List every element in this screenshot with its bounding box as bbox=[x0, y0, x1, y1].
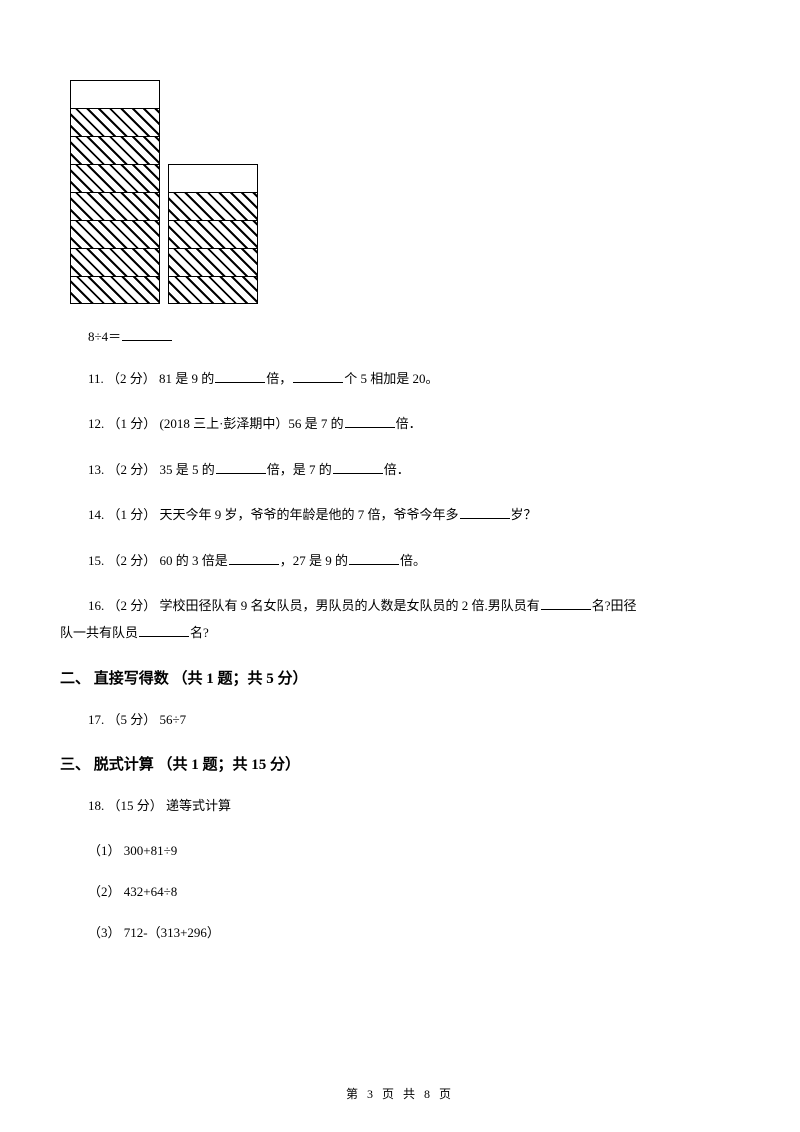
q15-suffix: 倍。 bbox=[400, 553, 426, 568]
blank bbox=[122, 327, 172, 341]
q14-prefix: 14. （1 分） 天天今年 9 岁，爷爷的年龄是他的 7 倍，爷爷今年多 bbox=[88, 507, 459, 522]
blank bbox=[293, 369, 343, 383]
question-13: 13. （2 分） 35 是 5 的 倍，是 7 的 倍． bbox=[60, 458, 740, 481]
question-12: 12. （1 分） (2018 三上·彭泽期中）56 是 7 的 倍． bbox=[60, 412, 740, 435]
blank bbox=[139, 623, 189, 637]
bar-cell-hatched bbox=[70, 220, 160, 248]
q12-prefix: 12. （1 分） (2018 三上·彭泽期中）56 是 7 的 bbox=[88, 416, 344, 431]
bar-cell bbox=[168, 164, 258, 192]
blank bbox=[333, 460, 383, 474]
question-17: 17. （5 分） 56÷7 bbox=[60, 708, 740, 731]
section-2-header: 二、 直接写得数 （共 1 题；共 5 分） bbox=[60, 667, 740, 688]
sub-question-1: （1） 300+81÷9 bbox=[60, 840, 740, 859]
bar-cell-hatched bbox=[70, 108, 160, 136]
bar-cell-hatched bbox=[70, 164, 160, 192]
question-14: 14. （1 分） 天天今年 9 岁，爷爷的年龄是他的 7 倍，爷爷今年多 岁？ bbox=[60, 503, 740, 526]
q13-suffix: 倍． bbox=[384, 462, 410, 477]
q16-line2-suffix: 名? bbox=[190, 625, 209, 640]
question-16-line1: 16. （2 分） 学校田径队有 9 名女队员，男队员的人数是女队员的 2 倍.… bbox=[60, 594, 740, 617]
section-3-header: 三、 脱式计算 （共 1 题；共 15 分） bbox=[60, 753, 740, 774]
question-11: 11. （2 分） 81 是 9 的 倍， 个 5 相加是 20。 bbox=[60, 367, 740, 390]
question-18: 18. （15 分） 递等式计算 bbox=[60, 794, 740, 817]
sub-question-2: （2） 432+64÷8 bbox=[60, 881, 740, 900]
question-16-line2: 队一共有队员 名? bbox=[60, 621, 740, 644]
bar-cell-hatched bbox=[70, 136, 160, 164]
q11-mid1: 倍， bbox=[266, 371, 292, 386]
page-footer: 第 3 页 共 8 页 bbox=[0, 1085, 800, 1102]
blank bbox=[349, 551, 399, 565]
q16-line1-suffix: 名?田径 bbox=[592, 598, 637, 613]
bar-cell bbox=[70, 80, 160, 108]
equation-line: 8÷4＝ bbox=[60, 326, 740, 345]
blank bbox=[229, 551, 279, 565]
bar-cell-hatched bbox=[168, 220, 258, 248]
blank bbox=[460, 505, 510, 519]
q16-line2-prefix: 队一共有队员 bbox=[60, 625, 138, 640]
question-15: 15. （2 分） 60 的 3 倍是 ，27 是 9 的 倍。 bbox=[60, 549, 740, 572]
bar-2 bbox=[168, 164, 258, 304]
q11-prefix: 11. （2 分） 81 是 9 的 bbox=[88, 371, 214, 386]
bar-chart bbox=[70, 80, 740, 304]
blank bbox=[216, 460, 266, 474]
q15-mid: ，27 是 9 的 bbox=[280, 553, 348, 568]
bar-1 bbox=[70, 80, 160, 304]
blank bbox=[215, 369, 265, 383]
bar-cell-hatched bbox=[70, 276, 160, 304]
bar-cell-hatched bbox=[168, 248, 258, 276]
bar-cell-hatched bbox=[168, 276, 258, 304]
q13-prefix: 13. （2 分） 35 是 5 的 bbox=[88, 462, 215, 477]
bar-cell-hatched bbox=[70, 248, 160, 276]
q14-suffix: 岁？ bbox=[511, 507, 537, 522]
equation-text: 8÷4＝ bbox=[88, 329, 121, 344]
q15-prefix: 15. （2 分） 60 的 3 倍是 bbox=[88, 553, 228, 568]
bar-cell-hatched bbox=[70, 192, 160, 220]
q16-line1-prefix: 16. （2 分） 学校田径队有 9 名女队员，男队员的人数是女队员的 2 倍.… bbox=[88, 598, 540, 613]
blank bbox=[345, 414, 395, 428]
sub-question-3: （3） 712-（313+296） bbox=[60, 922, 740, 941]
blank bbox=[541, 596, 591, 610]
q12-suffix: 倍． bbox=[396, 416, 422, 431]
bar-cell-hatched bbox=[168, 192, 258, 220]
q13-mid: 倍，是 7 的 bbox=[267, 462, 332, 477]
q11-mid2: 个 5 相加是 20。 bbox=[344, 371, 438, 386]
